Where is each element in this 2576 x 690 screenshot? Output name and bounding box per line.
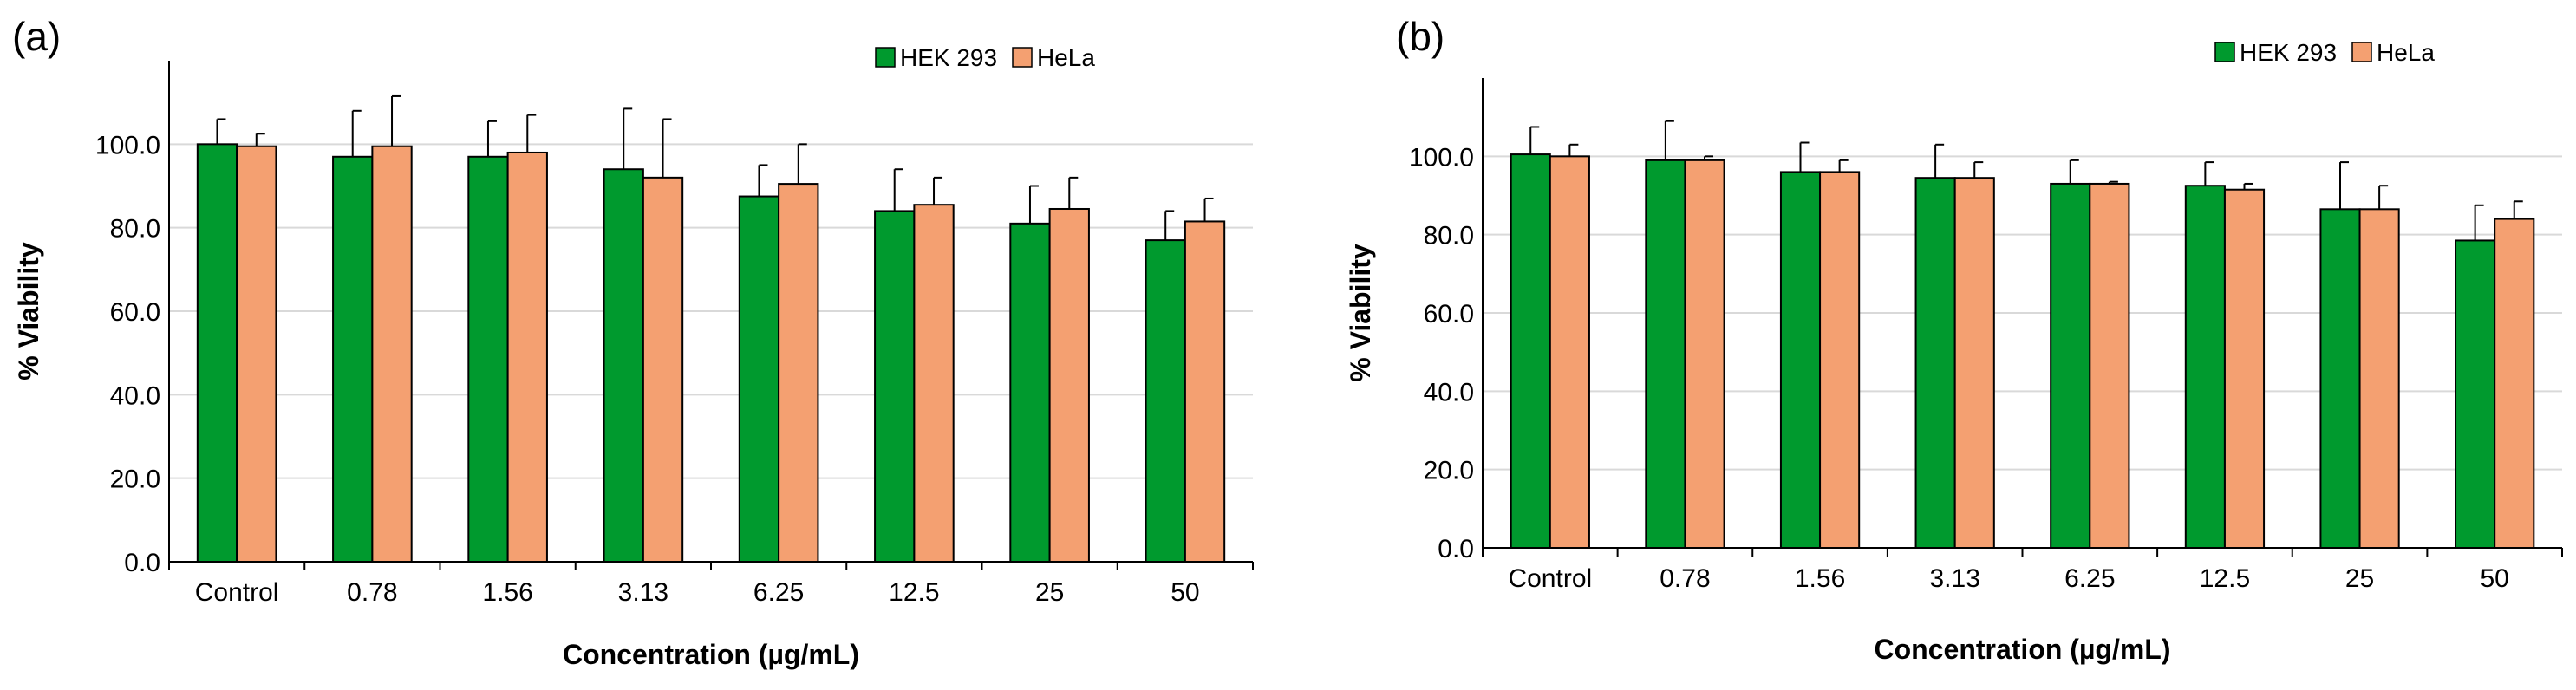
chart2-legend-swatch-hela bbox=[2351, 42, 2372, 62]
chart2-bar-hela bbox=[1549, 155, 1590, 549]
chart2-x-tick-label: Control bbox=[1508, 564, 1592, 593]
chart2-bar-hela bbox=[2089, 182, 2130, 549]
chart2-legend-label-hek293: HEK 293 bbox=[2240, 39, 2337, 66]
chart2-x-tick-label: 12.5 bbox=[2200, 564, 2250, 593]
chart2-bar-hek293 bbox=[1645, 159, 1686, 549]
chart2-y-tick-label: 20.0 bbox=[1424, 457, 1474, 485]
chart2-x-tick-label: 0.78 bbox=[1660, 564, 1710, 593]
chart1-y-tick-label: 60.0 bbox=[110, 298, 160, 327]
chart1-bar-hek293 bbox=[1009, 222, 1051, 563]
chart2-bar-hek293 bbox=[1914, 177, 1956, 550]
chart2-y-tick-label: 60.0 bbox=[1424, 300, 1474, 329]
chart1-bar-hela bbox=[778, 183, 819, 563]
chart2-legend-swatch-hek293 bbox=[2214, 42, 2235, 62]
chart1-x-axis-title: Concentration (µg/mL) bbox=[563, 639, 859, 670]
chart2-x-tick-label: 1.56 bbox=[1795, 564, 1845, 593]
chart2-panel-label: (b) bbox=[1396, 14, 1445, 59]
chart1-y-axis-title: % Viability bbox=[13, 242, 44, 381]
chart2-bar-hek293 bbox=[1510, 153, 1551, 549]
chart1-legend-swatch-hek293 bbox=[875, 47, 896, 68]
chart2-bar-hek293 bbox=[1779, 171, 1822, 549]
chart1-bar-hek293 bbox=[467, 155, 509, 563]
chart2-bar-hela bbox=[1684, 159, 1725, 549]
chart2-bar-hek293 bbox=[2455, 239, 2496, 549]
chart1-bar-hela bbox=[506, 151, 548, 563]
chart1-bar-hela bbox=[1184, 220, 1226, 563]
chart2-x-axis-title: Concentration (µg/mL) bbox=[1875, 634, 2171, 665]
chart1-x-tick-label: 1.56 bbox=[482, 578, 532, 607]
chart1-legend-label-hela: HeLa bbox=[1037, 44, 1095, 71]
chart1-bar-hek293 bbox=[196, 143, 238, 563]
chart1-bar-hek293 bbox=[1145, 239, 1186, 563]
chart1-x-tick-label: 0.78 bbox=[347, 578, 397, 607]
chart1-y-tick-label: 100.0 bbox=[95, 131, 160, 159]
chart1-legend-label-hek293: HEK 293 bbox=[900, 44, 997, 71]
chart2-y-tick-label: 0.0 bbox=[1438, 535, 1474, 563]
chart1-y-tick-label: 80.0 bbox=[110, 215, 160, 244]
chart1-bar-hek293 bbox=[738, 195, 780, 563]
chart1-bar-hela bbox=[642, 176, 684, 563]
chart1-bar-hek293 bbox=[603, 168, 644, 563]
chart2-bar-hek293 bbox=[2319, 208, 2361, 550]
chart1-legend-swatch-hela bbox=[1012, 47, 1033, 68]
chart2-y-tick-label: 100.0 bbox=[1409, 143, 1474, 172]
chart1-bar-hela bbox=[371, 145, 413, 563]
chart1-x-tick-label: Control bbox=[195, 578, 279, 607]
chart2-x-tick-label: 3.13 bbox=[1929, 564, 1979, 593]
chart2-x-tick-label: 25 bbox=[2345, 564, 2374, 593]
chart1-x-tick-label: 50 bbox=[1171, 578, 1199, 607]
chart2-bar-hela bbox=[2358, 208, 2400, 550]
chart1-bar-hek293 bbox=[874, 210, 916, 563]
chart1-x-tick-label: 12.5 bbox=[889, 578, 939, 607]
chart1-y-tick-label: 20.0 bbox=[110, 465, 160, 494]
chart1-bar-hela bbox=[1048, 207, 1090, 563]
chart2-bar-hela bbox=[2494, 218, 2535, 549]
chart2-y-tick-label: 80.0 bbox=[1424, 222, 1474, 251]
chart2-bar-hek293 bbox=[2050, 182, 2091, 549]
chart1-y-tick-label: 0.0 bbox=[124, 549, 160, 577]
chart2-bar-hek293 bbox=[2184, 185, 2226, 549]
chart2-y-tick-label: 40.0 bbox=[1424, 378, 1474, 407]
chart2-bar-hela bbox=[1953, 177, 1995, 550]
chart2-y-axis-title: % Viability bbox=[1345, 244, 1376, 382]
chart1-bar-hela bbox=[913, 204, 955, 563]
chart1-y-tick-label: 40.0 bbox=[110, 381, 160, 410]
chart2-bar-hela bbox=[2223, 188, 2266, 549]
chart1-panel-label: (a) bbox=[12, 14, 61, 59]
chart1-x-tick-label: 6.25 bbox=[753, 578, 804, 607]
chart2-legend-label-hela: HeLa bbox=[2377, 39, 2435, 66]
chart2-x-tick-label: 6.25 bbox=[2064, 564, 2115, 593]
chart1-bar-hela bbox=[236, 145, 277, 563]
chart1-x-tick-label: 25 bbox=[1035, 578, 1064, 607]
chart1-x-tick-label: 3.13 bbox=[618, 578, 668, 607]
chart2-bar-hela bbox=[1819, 171, 1861, 549]
chart2-x-tick-label: 50 bbox=[2481, 564, 2509, 593]
chart1-bar-hek293 bbox=[332, 155, 374, 563]
